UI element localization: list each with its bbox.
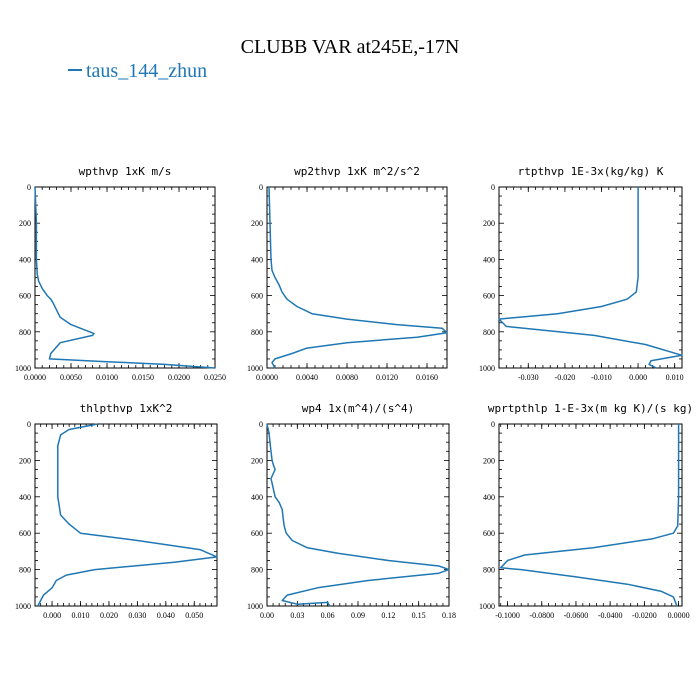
y-tick-label: 0	[491, 183, 495, 192]
x-tick-label: 0.0250	[204, 373, 226, 382]
y-tick-label: 0	[259, 183, 263, 192]
x-tick-label: 0.040	[157, 611, 175, 620]
y-tick-label: 400	[251, 493, 263, 502]
x-tick-label: -0.010	[591, 373, 612, 382]
chart-panel-4: thlpthvp 1xK^2 0 200 400 600 800 1000 0.000 0.01…	[15, 402, 218, 620]
y-tick-label: 1000	[479, 364, 495, 373]
series-line	[34, 186, 216, 369]
x-tick-label: 0.0100	[96, 373, 118, 382]
x-tick-label: -0.030	[518, 373, 539, 382]
y-tick-label: 800	[251, 328, 263, 337]
x-tick-label: -0.0200	[632, 611, 657, 620]
y-tick-label: 1000	[479, 602, 495, 611]
x-tick-label: 0.18	[442, 611, 456, 620]
x-tick-label: -0.0400	[598, 611, 623, 620]
series-line	[268, 186, 448, 369]
panel-title: wp4 1x(m^4)/(s^4)	[302, 402, 415, 415]
y-tick-label: 1000	[247, 602, 263, 611]
chart-panel-6: wprtpthlp 1-E-3x(m kg K)/(s kg) 0 200 400 60…	[479, 402, 693, 620]
y-tick-label: 600	[251, 292, 263, 301]
panel-title: wpthvp 1xK m/s	[79, 165, 172, 178]
panel-title: wprtpthlp 1-E-3x(m kg K)/(s kg)	[488, 402, 693, 415]
legend-label: taus_144_zhun	[86, 60, 208, 82]
y-tick-label: 400	[251, 255, 263, 264]
plot-frame	[266, 423, 450, 607]
y-tick-label: 400	[483, 255, 495, 264]
x-tick-label: 0.00	[260, 611, 274, 620]
y-tick-label: 600	[19, 529, 31, 538]
plot-frame	[498, 186, 683, 369]
y-tick-label: 600	[483, 292, 495, 301]
series-line	[498, 187, 683, 369]
x-tick-label: 0.010	[666, 373, 684, 382]
x-tick-label: 0.000	[43, 611, 61, 620]
x-tick-label: 0.0200	[168, 373, 190, 382]
chart-panel-2: wp2thvp 1xK m^2/s^2020040060080010000.00…	[247, 165, 448, 382]
legend-line-swatch	[68, 69, 82, 72]
x-tick-label: 0.050	[185, 611, 203, 620]
x-tick-label: -0.0800	[529, 611, 554, 620]
y-tick-label: 800	[483, 566, 495, 575]
x-tick-label: 0.0040	[296, 373, 318, 382]
y-tick-label: 600	[251, 529, 263, 538]
y-tick-label: 400	[483, 493, 495, 502]
plot-frame	[34, 186, 216, 369]
y-tick-label: 600	[19, 292, 31, 301]
y-tick-label: 0	[259, 420, 263, 429]
x-tick-label: 0.0050	[60, 373, 82, 382]
y-tick-label: 800	[19, 328, 31, 337]
plot-frame	[266, 186, 448, 369]
y-tick-label: 400	[19, 493, 31, 502]
y-tick-label: 200	[483, 219, 495, 228]
y-tick-label: 200	[251, 456, 263, 465]
plot-frame	[34, 423, 218, 607]
y-tick-label: 800	[483, 328, 495, 337]
y-tick-label: 200	[251, 219, 263, 228]
x-tick-label: 0.0120	[376, 373, 398, 382]
x-tick-label: 0.09	[351, 611, 365, 620]
x-tick-label: -0.020	[555, 373, 576, 382]
x-tick-label: -0.1000	[495, 611, 520, 620]
y-tick-label: 200	[19, 219, 31, 228]
x-tick-label: -0.0600	[564, 611, 589, 620]
y-tick-label: 800	[251, 566, 263, 575]
x-tick-label: 0.0000	[668, 611, 690, 620]
panel-title: rtpthvp 1E-3x(kg/kg) K	[518, 165, 664, 178]
y-tick-label: 200	[483, 456, 495, 465]
x-tick-label: 0.020	[100, 611, 118, 620]
y-tick-label: 0	[27, 420, 31, 429]
x-tick-label: 0.06	[321, 611, 335, 620]
x-tick-label: 0.03	[290, 611, 304, 620]
y-tick-label: 0	[491, 420, 495, 429]
x-tick-label: 0.12	[381, 611, 395, 620]
y-tick-label: 0	[27, 183, 31, 192]
x-tick-label: 0.15	[412, 611, 426, 620]
y-tick-label: 200	[19, 456, 31, 465]
y-tick-label: 1000	[15, 602, 31, 611]
panel-title: thlpthvp 1xK^2	[80, 402, 173, 415]
x-tick-label: 0.030	[128, 611, 146, 620]
x-tick-label: 0.0080	[336, 373, 358, 382]
x-tick-label: 0.010	[72, 611, 90, 620]
x-tick-label: 0.0160	[416, 373, 438, 382]
legend-entry: taus_144_zhun	[68, 60, 207, 83]
y-tick-label: 1000	[15, 364, 31, 373]
panel-title: wp2thvp 1xK m^2/s^2	[294, 165, 420, 178]
y-tick-label: 800	[19, 566, 31, 575]
x-tick-label: 0.0000	[256, 373, 278, 382]
y-tick-label: 400	[19, 255, 31, 264]
chart-panel-3: rtpthvp 1E-3x(kg/kg) K 0 200 400 600 800 1000 -…	[479, 165, 684, 382]
x-tick-label: 0.0150	[132, 373, 154, 382]
series-line	[266, 423, 450, 607]
x-tick-label: 0.0000	[24, 373, 46, 382]
figure-title: CLUBB VAR at245E,-17N	[240, 36, 460, 58]
series-line	[37, 423, 218, 607]
series-line	[499, 424, 680, 607]
y-tick-label: 600	[483, 529, 495, 538]
x-tick-label: 0.000	[629, 373, 647, 382]
y-tick-label: 1000	[247, 364, 263, 373]
